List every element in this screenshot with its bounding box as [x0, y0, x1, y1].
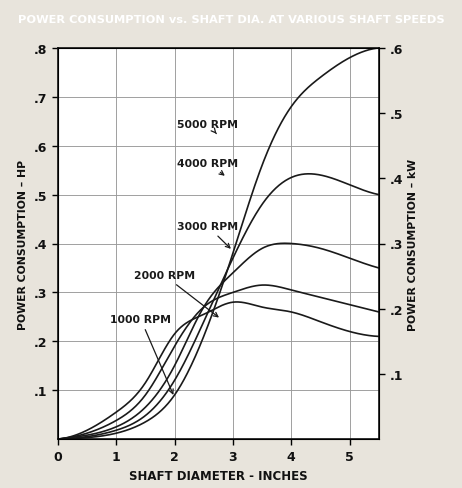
Text: POWER CONSUMPTION vs. SHAFT DIA. AT VARIOUS SHAFT SPEEDS: POWER CONSUMPTION vs. SHAFT DIA. AT VARI… [18, 15, 444, 25]
Text: 2000 RPM: 2000 RPM [134, 271, 218, 317]
Y-axis label: POWER CONSUMPTION – HP: POWER CONSUMPTION – HP [18, 159, 28, 329]
Text: 5000 RPM: 5000 RPM [177, 120, 238, 134]
X-axis label: SHAFT DIAMETER - INCHES: SHAFT DIAMETER - INCHES [129, 469, 308, 483]
Y-axis label: POWER CONSUMPTION – kW: POWER CONSUMPTION – kW [408, 158, 418, 330]
Text: 1000 RPM: 1000 RPM [110, 315, 173, 394]
Text: 4000 RPM: 4000 RPM [177, 159, 238, 176]
Text: 3000 RPM: 3000 RPM [177, 222, 238, 248]
